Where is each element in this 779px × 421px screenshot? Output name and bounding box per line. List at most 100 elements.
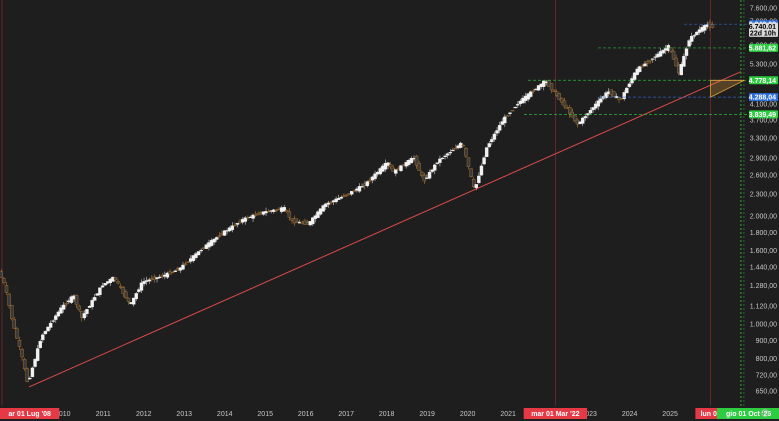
candle-body — [100, 285, 105, 288]
candle-body — [147, 279, 151, 282]
candle-body — [113, 277, 118, 281]
candle-body — [74, 295, 79, 305]
candle-body — [349, 191, 354, 195]
candle-body — [386, 162, 390, 166]
candle-body — [360, 186, 364, 188]
candle-body — [295, 221, 299, 223]
candle-body — [48, 322, 53, 328]
candle-body — [490, 139, 494, 143]
candle-body — [334, 198, 338, 203]
candle-body — [316, 211, 320, 218]
candle-body — [435, 162, 440, 164]
candle-body — [194, 253, 198, 258]
candle-body — [77, 305, 81, 310]
candle-body — [661, 49, 665, 54]
y-tick-label: 1.800,00 — [750, 230, 777, 237]
price-tag-label: 4.778,14 — [749, 78, 776, 85]
candle-body — [505, 115, 510, 117]
candle-body — [625, 87, 629, 94]
candle-body — [196, 251, 201, 256]
candle-body — [695, 31, 699, 36]
candle-body — [155, 277, 159, 279]
candle-body — [98, 287, 102, 295]
candle-body — [9, 304, 14, 319]
candle-body — [622, 92, 626, 99]
candle-body — [344, 194, 349, 196]
x-tick-label: 2014 — [217, 411, 233, 418]
candle-body — [638, 66, 642, 72]
candle-body — [516, 104, 520, 106]
candle-body — [643, 63, 647, 67]
date-marker-label: gio 01 Oct '26 — [726, 411, 771, 418]
candle-body — [368, 180, 372, 182]
candle-body — [446, 153, 450, 156]
date-marker-label: mar 01 Mar '22 — [531, 411, 579, 418]
candle-body — [596, 100, 600, 107]
candle-body — [414, 155, 419, 166]
trendline — [28, 71, 742, 388]
candle-body — [7, 293, 11, 306]
candle-body — [212, 238, 216, 243]
candle-body — [233, 224, 237, 227]
candle-body — [469, 168, 473, 177]
x-tick-label: 2020 — [460, 411, 476, 418]
candle-body — [142, 281, 146, 284]
candle-body — [674, 57, 678, 67]
candle-body — [35, 348, 40, 361]
x-tick-label: 2023 — [581, 411, 597, 418]
x-tick-label: 2011 — [96, 411, 111, 418]
candle-body — [557, 93, 562, 100]
candle-body — [461, 144, 465, 147]
candle-body — [684, 48, 689, 56]
date-marker-label: lun 02 — [701, 411, 721, 418]
candle-body — [448, 152, 453, 154]
y-tick-label: 800,00 — [756, 356, 778, 363]
candle-body — [531, 90, 536, 92]
y-tick-label: 2.300,00 — [750, 192, 777, 199]
candle-body — [399, 165, 403, 172]
candle-body — [549, 83, 554, 91]
candle-body — [274, 209, 279, 211]
candle-body — [311, 217, 315, 225]
price-tag — [749, 76, 778, 85]
candle-body — [466, 157, 471, 168]
candle-body — [497, 125, 502, 131]
y-tick-label: 720,00 — [756, 373, 778, 380]
candle-body — [591, 107, 595, 111]
candle-body — [326, 202, 331, 205]
candle-body — [181, 264, 185, 270]
price-tag — [749, 22, 778, 31]
candle-body — [329, 202, 333, 204]
candle-body — [443, 155, 447, 157]
candle-body — [612, 91, 616, 97]
candle-body — [43, 330, 48, 335]
candle-body — [64, 303, 68, 305]
candle-body — [93, 297, 97, 301]
candle-body — [186, 261, 190, 263]
x-tick-label: 2025 — [662, 411, 678, 418]
candle-body — [20, 349, 24, 358]
candle-body — [30, 367, 35, 377]
candle-body — [209, 240, 214, 246]
candle-body — [529, 91, 533, 97]
candle-body — [588, 109, 593, 114]
candle-body — [430, 169, 434, 172]
candle-body — [477, 175, 481, 183]
candle-body — [645, 61, 650, 64]
candle-body — [292, 218, 297, 224]
candle-body — [365, 181, 369, 187]
x-tick-label: 2019 — [419, 411, 435, 418]
price-tag-label: 6.740,01 — [749, 24, 776, 31]
candle-body — [28, 377, 32, 380]
settings-icon[interactable] — [761, 409, 769, 417]
candle-body — [409, 158, 414, 164]
candle-body — [215, 237, 219, 240]
price-tag — [749, 93, 778, 102]
candle-body — [342, 195, 346, 197]
candle-body — [139, 282, 144, 291]
grid-layer — [1, 0, 745, 406]
price-tag — [749, 28, 778, 37]
candle-body — [243, 217, 247, 222]
